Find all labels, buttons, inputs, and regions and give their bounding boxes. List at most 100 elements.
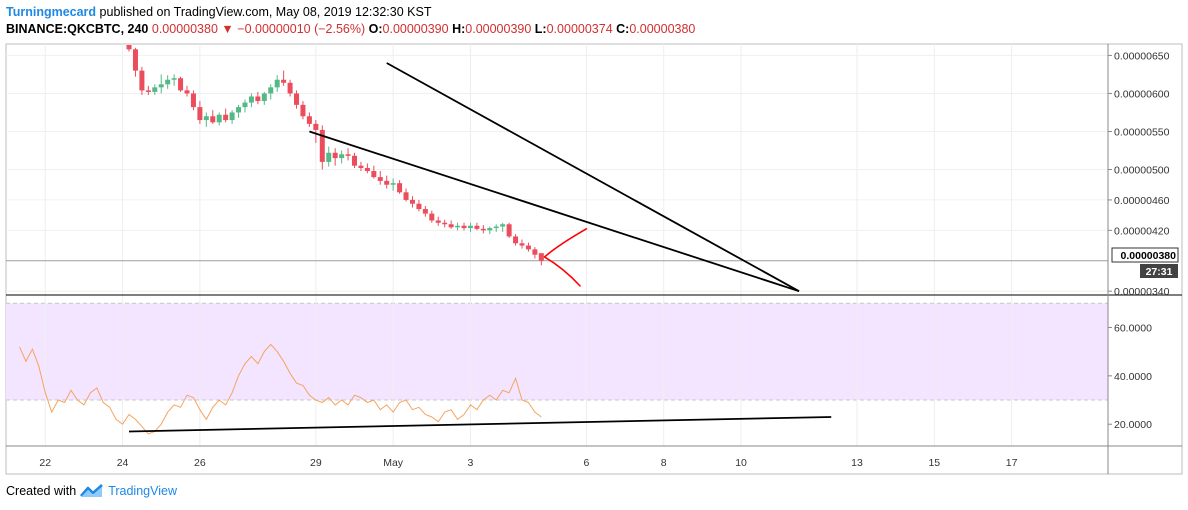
candle-body <box>139 70 145 91</box>
candle-body <box>435 220 441 223</box>
candle-body <box>409 199 415 204</box>
candle <box>197 101 203 124</box>
candle-body <box>255 96 261 102</box>
candle <box>513 234 519 246</box>
candle-body <box>216 114 222 123</box>
time-tick-label: 8 <box>661 457 667 469</box>
candle-body <box>178 78 184 91</box>
time-tick-label: 22 <box>39 457 51 469</box>
rsi-trendline[interactable] <box>129 416 832 433</box>
candle <box>435 216 441 226</box>
price-chart[interactable]: 0.00000650 0.00000600 0.00000550 0.00000500… <box>0 0 1188 480</box>
candle <box>294 90 300 109</box>
candle-body <box>158 84 164 88</box>
candle <box>409 196 415 208</box>
candle-body <box>242 102 248 108</box>
time-axis[interactable]: 22 24 26 29 May 3 6 8 10 13 15 17 <box>39 457 1017 469</box>
candle <box>371 165 377 179</box>
candle <box>403 188 409 202</box>
candle-body <box>197 107 203 121</box>
wedge-trendline[interactable] <box>309 130 800 293</box>
candle <box>300 101 306 120</box>
tradingview-brand-link[interactable]: TradingView <box>108 484 177 498</box>
candle-body <box>248 96 254 103</box>
time-tick-label: May <box>383 457 404 469</box>
candle <box>184 85 190 97</box>
candle <box>248 93 254 108</box>
candle <box>390 178 396 191</box>
created-with-text: Created with <box>6 484 77 498</box>
rsi-tick-label: 60.0000 <box>1114 322 1152 334</box>
candle-body <box>422 209 428 214</box>
candle <box>480 225 486 234</box>
candle <box>461 222 467 231</box>
trendlines[interactable] <box>129 62 832 433</box>
candle-body <box>487 228 493 231</box>
grid <box>6 44 1108 446</box>
price-tick-label: 0.00000340 <box>1114 286 1170 298</box>
candle <box>319 125 325 170</box>
candle-body <box>416 203 422 210</box>
price-tick-label: 0.00000460 <box>1114 195 1170 207</box>
candle-body <box>448 224 454 228</box>
ohlc-line: BINANCE:QKCBTC, 240 0.00000380 ▼ −0.0000… <box>6 21 695 38</box>
publish-line: Turningmecard published on TradingView.c… <box>6 4 695 21</box>
tradingview-logo-icon <box>80 484 104 497</box>
candle <box>178 76 184 92</box>
rsi-band <box>6 303 1108 401</box>
close-value: 0.00000380 <box>629 22 696 36</box>
down-arrow-icon: ▼ <box>221 22 234 36</box>
candle-body <box>519 243 525 246</box>
candle-body <box>210 116 216 123</box>
candle-body <box>429 213 435 221</box>
time-tick-label: 17 <box>1006 457 1018 469</box>
rsi-axis[interactable]: 60.0000 40.0000 20.0000 <box>1108 322 1152 431</box>
candle-body <box>274 79 280 88</box>
price-axis[interactable]: 0.00000650 0.00000600 0.00000550 0.00000500… <box>1108 50 1170 298</box>
candle <box>377 171 383 185</box>
candle-body <box>132 49 138 71</box>
candle-body <box>397 183 403 193</box>
price-tick-label: 0.00000420 <box>1114 225 1170 237</box>
candle <box>487 226 493 235</box>
candle <box>281 70 287 86</box>
candle-body <box>223 114 229 121</box>
candle <box>422 206 428 217</box>
candle-body <box>364 167 370 172</box>
candle <box>210 110 216 124</box>
candle-body <box>306 116 312 124</box>
price-tick-label: 0.00000550 <box>1114 126 1170 138</box>
candle <box>145 85 151 95</box>
candle-body <box>184 90 190 94</box>
candle-body <box>493 226 499 229</box>
candle <box>474 222 480 231</box>
candle-body <box>538 253 544 261</box>
candle-body <box>261 93 267 102</box>
candle <box>384 175 390 189</box>
author-link[interactable]: Turningmecard <box>6 5 97 19</box>
candle-body <box>294 93 300 105</box>
candle <box>223 108 229 123</box>
candle <box>429 210 435 223</box>
candle-body <box>332 152 338 159</box>
candle <box>268 84 274 100</box>
candle <box>364 163 370 174</box>
high-value: 0.00000390 <box>465 22 532 36</box>
close-label: C: <box>616 22 630 36</box>
symbol-label: BINANCE:QKCBTC, 240 <box>6 22 149 36</box>
annotation-stroke-down <box>543 256 581 287</box>
candle <box>171 74 177 86</box>
low-label: L: <box>534 22 547 36</box>
candle-body <box>442 222 448 225</box>
candle-body <box>377 177 383 181</box>
candle-body <box>513 236 519 244</box>
candle <box>236 104 242 118</box>
candle <box>158 74 164 94</box>
candle-body <box>455 225 461 228</box>
rsi-line <box>19 343 542 435</box>
wedge-trendline[interactable] <box>386 62 800 292</box>
candle <box>519 239 525 249</box>
candle <box>274 75 280 92</box>
candle-body <box>532 249 538 255</box>
candle-body <box>126 45 132 50</box>
